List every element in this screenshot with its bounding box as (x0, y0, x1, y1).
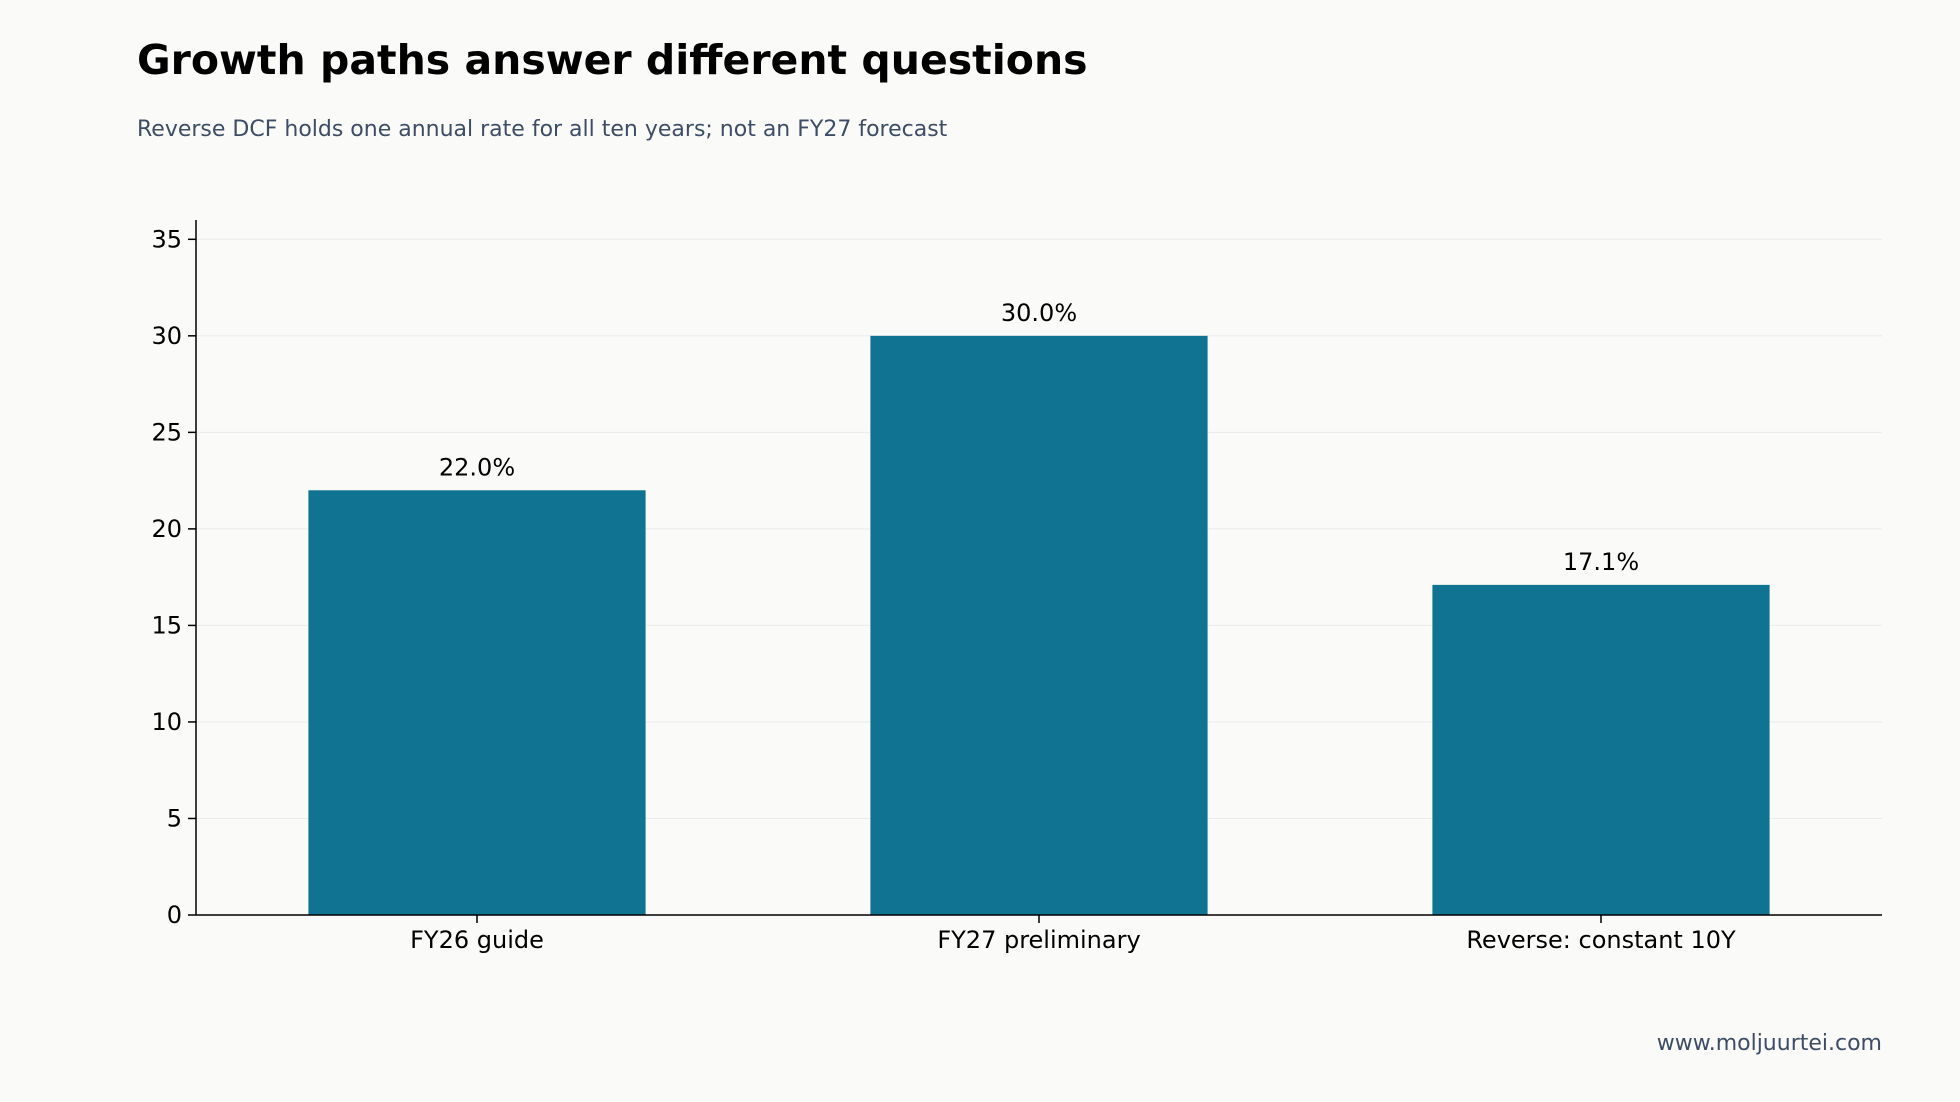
y-tick-label: 20 (151, 515, 182, 543)
bars (308, 335, 1770, 915)
axes: 0 5 10 15 20 25 30 35 FY26 guide FY27 preliminary… (151, 220, 1882, 954)
x-tick-label: Reverse: constant 10Y (1466, 926, 1736, 954)
bar-value-label: 30.0% (1001, 299, 1077, 327)
y-tick-label: 5 (167, 804, 182, 832)
labels: 22.0% 30.0% 17.1% (439, 299, 1639, 576)
y-tick-label: 25 (151, 418, 182, 446)
bar (308, 490, 646, 915)
x-tick-label: FY26 guide (410, 926, 544, 954)
y-tick-label: 15 (151, 611, 182, 639)
bar-value-label: 17.1% (1563, 548, 1639, 576)
y-tick-label: 35 (151, 225, 182, 253)
bar (1432, 584, 1770, 915)
source-url: www.moljuurtei.com (1656, 1031, 1882, 1056)
chart-subtitle: Reverse DCF holds one annual rate for al… (137, 117, 948, 142)
y-tick-label: 0 (167, 901, 182, 929)
chart-title: Growth paths answer different questions (137, 36, 1088, 84)
bar (870, 335, 1208, 915)
y-tick-label: 10 (151, 708, 182, 736)
bar-value-label: 22.0% (439, 453, 515, 481)
x-tick-label: FY27 preliminary (937, 926, 1140, 954)
y-tick-label: 30 (151, 322, 182, 350)
